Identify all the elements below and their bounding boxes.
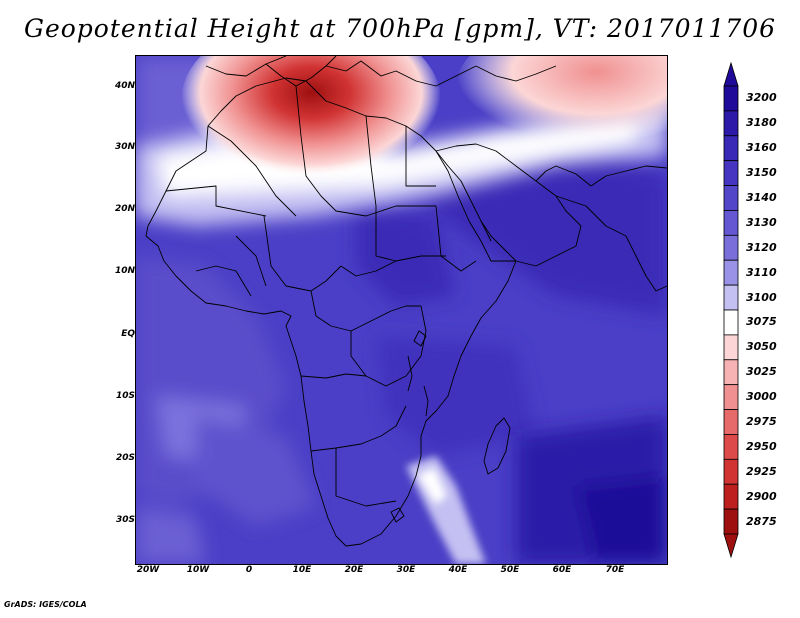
lon-label-10w: 10W (186, 565, 210, 575)
latitude-axis: 40N 30N 20N 10N EQ 10S 20S 30S (100, 55, 135, 563)
lat-label-30s: 30S (115, 515, 135, 525)
lat-label-20n: 20N (114, 204, 135, 214)
grads-credit: GrADS: IGES/COLA (4, 600, 87, 609)
colorbar-swatch-3180 (723, 110, 739, 137)
colorbar-swatch-3000 (723, 384, 739, 410)
lon-label-20e: 20E (344, 565, 364, 575)
lat-label-eq: EQ (121, 329, 135, 339)
lat-label-10s: 10S (115, 391, 135, 401)
lon-label-30e: 30E (396, 565, 416, 575)
colorbar-swatch-3025 (723, 359, 739, 386)
colorbar-swatch-3075 (723, 309, 739, 336)
colorbar-label-3000: 3000 (746, 390, 777, 404)
colorbar-swatch-3120 (723, 234, 739, 261)
lat-label-40n: 40N (114, 81, 135, 91)
colorbar-label-2925: 2925 (746, 464, 777, 478)
lon-label-20w: 20W (136, 565, 160, 575)
colorbar-swatch-3160 (723, 135, 739, 162)
colorbar-label-3180: 3180 (746, 116, 777, 130)
lon-label-40e: 40E (448, 565, 468, 575)
colorbar-label-3110: 3110 (746, 265, 777, 279)
colorbar-label-3140: 3140 (746, 191, 777, 204)
map-title: Geopotential Height at 700hPa [gpm], VT:… (23, 14, 777, 43)
longitude-axis: 20W 10W 0 10E 20E 30E 40E 50E 60E 70E (135, 565, 666, 581)
colorbar-label-3025: 3025 (746, 365, 777, 379)
colorbar-label-3150: 3150 (746, 166, 777, 180)
lon-label-50e: 50E (500, 565, 520, 575)
colorbar-swatch-3130 (723, 210, 739, 236)
lat-label-30n: 30N (114, 142, 135, 152)
colorbar-swatch-3050 (723, 334, 739, 361)
colorbar-swatch-2950 (723, 434, 739, 460)
colorbar-label-3100: 3100 (746, 290, 777, 304)
colorbar-swatch-3150 (723, 160, 739, 186)
colorbar-swatch-2975 (723, 409, 739, 435)
colorbar-label-3050: 3050 (746, 340, 777, 354)
colorbar-label-3075: 3075 (746, 315, 777, 329)
coastlines (145, 56, 667, 547)
lon-label-10e: 10E (292, 565, 312, 575)
map-panel (135, 55, 668, 565)
colorbar-label-2975: 2975 (746, 415, 777, 428)
colorbar-top-arrow (723, 61, 739, 87)
colorbar-label-2950: 2950 (746, 439, 777, 453)
colorbar-label-2900: 2900 (746, 489, 777, 503)
lat-label-20s: 20S (115, 453, 135, 463)
lon-label-70e: 70E (605, 565, 625, 575)
colorbar-label-2875: 2875 (746, 514, 777, 528)
lat-label-10n: 10N (114, 266, 135, 276)
colorbar-swatch-3140 (723, 185, 739, 211)
colorbar-swatches (723, 61, 739, 559)
colorbar-swatch-2925 (723, 458, 739, 485)
colorbar-swatch-3110 (723, 259, 739, 286)
lon-label-60e: 60E (552, 565, 572, 575)
lon-label-0: 0 (245, 565, 253, 575)
height-field (136, 56, 667, 564)
colorbar-swatch-3200 (723, 85, 739, 112)
colorbar-bottom-arrow (723, 533, 739, 559)
colorbar-label-3130: 3130 (746, 215, 777, 229)
colorbar-swatch-2900 (723, 483, 739, 510)
colorbar: 3200 3180 3160 3150 3140 3130 3120 3110 3100 3075… (720, 60, 800, 560)
colorbar-label-3120: 3120 (746, 240, 777, 254)
colorbar-swatch-2875 (723, 508, 739, 535)
colorbar-label-3200: 3200 (746, 91, 777, 105)
colorbar-label-3160: 3160 (746, 141, 777, 155)
colorbar-swatch-3100 (723, 284, 739, 311)
